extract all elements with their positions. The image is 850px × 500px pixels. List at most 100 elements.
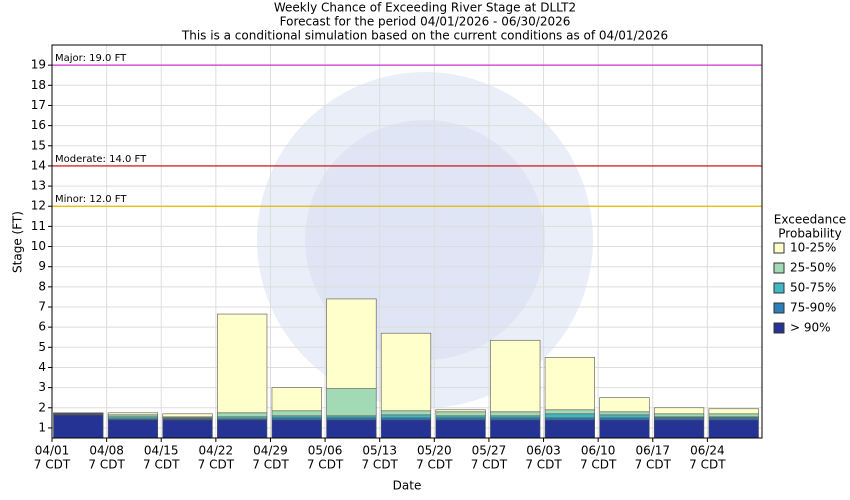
y-tick-label: 2 bbox=[38, 400, 46, 414]
x-tick-sublabel: 7 CDT bbox=[689, 458, 726, 472]
bar-segment bbox=[544, 357, 595, 411]
x-tick-label: 04/01 bbox=[35, 444, 70, 458]
bar-segment bbox=[544, 409, 595, 415]
y-tick-label: 1 bbox=[38, 420, 46, 434]
y-tick-label: 4 bbox=[38, 360, 46, 374]
x-tick-sublabel: 7 CDT bbox=[361, 458, 398, 472]
x-tick-sublabel: 7 CDT bbox=[198, 458, 235, 472]
x-tick-sublabel: 7 CDT bbox=[416, 458, 453, 472]
bar-segment bbox=[326, 388, 377, 417]
x-tick-sublabel: 7 CDT bbox=[635, 458, 672, 472]
y-tick-label: 3 bbox=[38, 380, 46, 394]
bar-segment bbox=[653, 413, 705, 418]
bar-segment bbox=[271, 415, 322, 419]
x-axis-label: Date bbox=[393, 479, 422, 493]
legend-swatch bbox=[773, 302, 785, 314]
y-tick-label: 8 bbox=[38, 279, 46, 293]
bar-segment bbox=[490, 417, 541, 421]
bar-segment bbox=[599, 419, 650, 439]
bar-segment bbox=[435, 411, 486, 417]
chart-subtitle: Forecast for the period 04/01/2026 - 06/… bbox=[280, 15, 571, 29]
bar-segment bbox=[435, 409, 486, 413]
y-tick-label: 6 bbox=[38, 320, 46, 334]
x-tick-label: 05/13 bbox=[362, 444, 397, 458]
y-axis-label: Stage (FT) bbox=[11, 211, 25, 273]
bar-segment bbox=[653, 417, 705, 421]
x-tick-label: 04/22 bbox=[199, 444, 234, 458]
legend-label: 10-25% bbox=[790, 241, 836, 255]
bar-segment bbox=[107, 416, 159, 420]
bar-segment bbox=[271, 417, 322, 421]
bar-segment bbox=[107, 414, 159, 418]
bar-segment bbox=[599, 417, 650, 421]
legend-swatch bbox=[773, 322, 785, 334]
bar-segment bbox=[490, 411, 541, 417]
bar-segment bbox=[326, 417, 377, 421]
bar-segment bbox=[490, 415, 541, 419]
y-tick-label: 18 bbox=[31, 78, 46, 92]
bar-segment bbox=[53, 412, 104, 414]
flood-label: Moderate: 14.0 FT bbox=[55, 154, 147, 165]
bar-segment bbox=[380, 332, 432, 412]
chart-subtitle: This is a conditional simulation based o… bbox=[181, 29, 668, 43]
y-tick-label: 19 bbox=[31, 58, 46, 72]
bar-segment bbox=[599, 411, 650, 416]
x-tick-sublabel: 7 CDT bbox=[34, 458, 71, 472]
x-tick-sublabel: 7 CDT bbox=[580, 458, 617, 472]
x-tick-label: 06/17 bbox=[635, 444, 670, 458]
x-tick-sublabel: 7 CDT bbox=[471, 458, 508, 472]
bar-segment bbox=[380, 419, 432, 439]
bar-segment bbox=[490, 339, 541, 413]
x-tick-label: 06/03 bbox=[526, 444, 561, 458]
legend-label: 25-50% bbox=[790, 261, 836, 275]
x-tick-label: 05/06 bbox=[308, 444, 343, 458]
legend-title: Probability bbox=[778, 227, 841, 241]
y-tick-label: 7 bbox=[38, 300, 46, 314]
y-tick-label: 10 bbox=[31, 239, 46, 253]
bar-segment bbox=[217, 412, 268, 418]
bar-segment bbox=[271, 387, 322, 412]
bar-segment bbox=[708, 413, 759, 418]
legend-label: > 90% bbox=[790, 321, 831, 335]
bar-segment bbox=[326, 415, 377, 419]
y-tick-label: 9 bbox=[38, 259, 46, 273]
legend-title: Exceedance bbox=[774, 213, 846, 227]
bar-segment bbox=[380, 417, 432, 421]
bar-segment bbox=[271, 419, 322, 439]
bar-segment bbox=[653, 419, 705, 439]
bar-segment bbox=[107, 419, 159, 439]
bar-segment bbox=[435, 419, 486, 439]
legend-swatch bbox=[773, 262, 785, 274]
bar-segment bbox=[162, 413, 213, 418]
legend-swatch bbox=[773, 282, 785, 294]
y-tick-label: 11 bbox=[31, 219, 46, 233]
bar-segment bbox=[107, 412, 159, 416]
x-tick-label: 05/27 bbox=[472, 444, 507, 458]
x-tick-sublabel: 7 CDT bbox=[88, 458, 125, 472]
bar-segment bbox=[599, 397, 650, 413]
bar-segment bbox=[326, 298, 377, 389]
y-tick-label: 14 bbox=[31, 158, 46, 172]
plot-frame bbox=[51, 44, 763, 439]
y-tick-label: 16 bbox=[31, 118, 46, 132]
bar-segment bbox=[435, 415, 486, 419]
bar-segment bbox=[380, 410, 432, 416]
bar-segment bbox=[708, 408, 759, 415]
x-tick-sublabel: 7 CDT bbox=[307, 458, 344, 472]
bar-segment bbox=[271, 410, 322, 417]
legend-swatch bbox=[773, 242, 785, 254]
bar-segment bbox=[544, 417, 595, 421]
x-tick-label: 06/10 bbox=[581, 444, 616, 458]
bar-segment bbox=[380, 414, 432, 419]
bar-segment bbox=[435, 417, 486, 421]
bar-segment bbox=[708, 417, 759, 421]
bar-segment bbox=[544, 419, 595, 439]
bar-segment bbox=[599, 414, 650, 419]
bar-segment bbox=[326, 419, 377, 439]
y-tick-label: 5 bbox=[38, 340, 46, 354]
x-tick-label: 04/15 bbox=[144, 444, 179, 458]
bar-segment bbox=[708, 419, 759, 439]
x-tick-sublabel: 7 CDT bbox=[252, 458, 289, 472]
bar-segment bbox=[653, 407, 705, 415]
